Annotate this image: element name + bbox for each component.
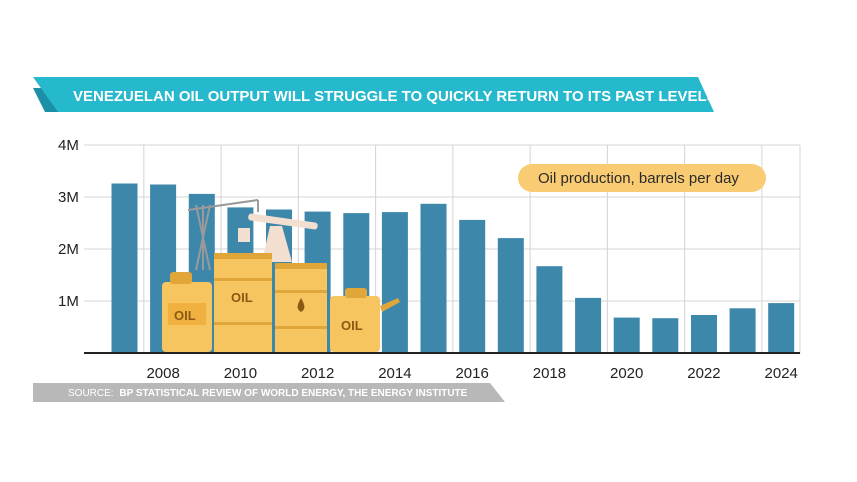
oil-barrel-drop-icon (275, 263, 327, 352)
x-tick-label-2016: 2016 (455, 365, 488, 382)
bar-2007 (111, 183, 138, 353)
x-tick-label-2012: 2012 (301, 365, 334, 382)
jerry-can-icon: OIL (330, 288, 400, 352)
oil-label-2: OIL (231, 290, 253, 305)
x-tick-label-2024: 2024 (765, 365, 798, 382)
x-tick-label-2020: 2020 (610, 365, 643, 382)
legend-label: Oil production, barrels per day (538, 170, 739, 187)
y-tick-label-2: 3M (58, 189, 79, 206)
bar-2015 (420, 203, 447, 353)
x-tick-label-2008: 2008 (146, 365, 179, 382)
bar-2024 (768, 303, 795, 353)
bar-2018 (536, 266, 563, 353)
bar-2019 (575, 297, 602, 353)
bar-2022 (691, 315, 717, 353)
x-tick-label-2018: 2018 (533, 365, 566, 382)
oil-rig-icon (187, 199, 259, 271)
x-tick-label-2022: 2022 (687, 365, 720, 382)
x-tick-layer: 2008 2010 2012 2014 2016 2018 2020 2022 2024 (146, 365, 797, 382)
bar-2023 (729, 308, 756, 353)
source-prefix: SOURCE: (68, 388, 114, 399)
svg-text:SOURCE: BP STATISTICAL R: SOURCE: BP STATISTICAL REVIEW OF WORLD E… (68, 388, 468, 399)
bar-2017 (497, 238, 524, 353)
legend-pill (518, 164, 766, 192)
bar-2020 (613, 317, 640, 353)
title-banner: VENEZUELAN OIL OUTPUT WILL STRUGGLE TO Q… (33, 77, 717, 112)
bar-2021 (652, 318, 679, 353)
source-banner-bg (33, 383, 505, 402)
title-banner-bg (33, 77, 714, 112)
bar-2014 (381, 212, 408, 353)
y-tick-label-3: 4M (58, 137, 79, 154)
y-tick-label-1: 2M (58, 241, 79, 258)
legend: Oil production, barrels per day (518, 164, 766, 192)
x-tick-label-2014: 2014 (378, 365, 411, 382)
x-tick-label-2010: 2010 (224, 365, 257, 382)
bar-2016 (459, 219, 486, 353)
y-tick-layer: 1M 2M 3M 4M (58, 137, 79, 310)
oil-label-1: OIL (174, 308, 196, 323)
oil-barrel-icon: OIL (214, 253, 272, 352)
y-tick-label-0: 1M (58, 293, 79, 310)
oil-illustration: OIL OIL OIL (162, 199, 400, 352)
oil-canister-icon: OIL (162, 272, 212, 352)
chart-title: VENEZUELAN OIL OUTPUT WILL STRUGGLE TO Q… (73, 88, 717, 105)
oil-label-3: OIL (341, 318, 363, 333)
source-text: BP STATISTICAL REVIEW OF WORLD ENERGY, T… (119, 388, 467, 399)
source-banner: SOURCE: BP STATISTICAL REVIEW OF WORLD E… (33, 383, 505, 402)
